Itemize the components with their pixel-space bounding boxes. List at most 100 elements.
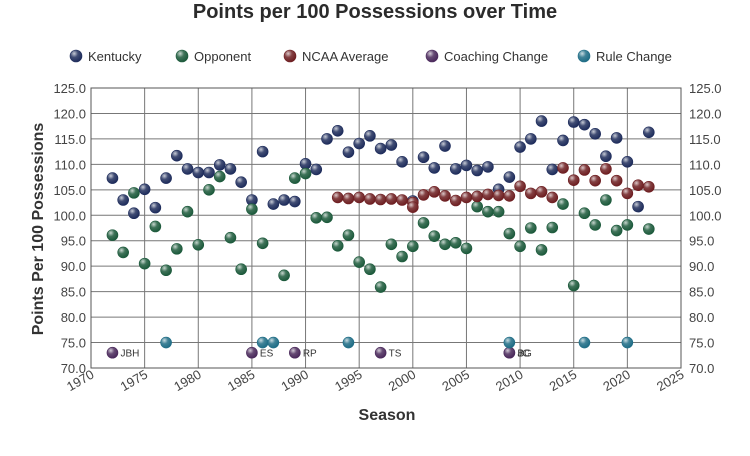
opponent-point bbox=[557, 198, 569, 210]
legend-item-ncaa-average: NCAA Average bbox=[283, 49, 388, 64]
opponent-point bbox=[321, 211, 333, 224]
ncaa-average-point bbox=[632, 179, 644, 192]
kentucky-point bbox=[632, 200, 644, 213]
kentucky-point bbox=[449, 163, 462, 175]
ncaa-average-point bbox=[525, 187, 537, 200]
opponent-point bbox=[600, 194, 612, 206]
x-axis-title: Season bbox=[359, 407, 416, 424]
y-tick-label-left: 75.0 bbox=[61, 336, 86, 351]
kentucky-point bbox=[578, 118, 591, 131]
ncaa-average-point bbox=[567, 174, 580, 186]
kentucky-point bbox=[600, 150, 612, 163]
opponent-point bbox=[342, 229, 355, 241]
ncaa-average-point bbox=[364, 193, 376, 205]
ncaa-average-point bbox=[417, 189, 430, 201]
ncaa-average-point bbox=[492, 189, 505, 202]
coaching-change-label: TS bbox=[389, 349, 402, 360]
kentucky-point bbox=[364, 130, 376, 142]
y-tick-label-right: 80.0 bbox=[689, 310, 714, 325]
rule-change-point bbox=[578, 336, 591, 349]
opponent-point bbox=[374, 281, 387, 293]
kentucky-point bbox=[428, 162, 441, 174]
kentucky-point bbox=[278, 194, 290, 206]
ncaa-average-point bbox=[460, 191, 473, 204]
coaching-change-point bbox=[289, 346, 301, 359]
kentucky-point bbox=[514, 141, 526, 153]
opponent-point bbox=[492, 205, 505, 218]
y-tick-label-right: 120.0 bbox=[689, 106, 722, 121]
kentucky-point bbox=[267, 198, 280, 210]
ncaa-average-point bbox=[546, 191, 559, 204]
opponent-point bbox=[643, 223, 655, 235]
y-tick-label-right: 110.0 bbox=[689, 157, 721, 172]
y-tick-label-left: 105.0 bbox=[53, 183, 86, 198]
ncaa-average-point bbox=[471, 190, 483, 203]
y-tick-label-left: 70.0 bbox=[61, 361, 86, 376]
kentucky-point bbox=[213, 159, 226, 171]
ncaa-average-point bbox=[482, 188, 494, 201]
x-tick-label: 2025 bbox=[654, 367, 687, 394]
legend-label: NCAA Average bbox=[302, 49, 388, 64]
opponent-point bbox=[364, 263, 376, 276]
y-tick-label-left: 80.0 bbox=[61, 310, 86, 325]
opponent-point bbox=[224, 231, 237, 244]
kentucky-point bbox=[589, 128, 601, 140]
kentucky-point bbox=[503, 171, 516, 183]
kentucky-point bbox=[203, 166, 215, 179]
x-tick-label: 1985 bbox=[225, 367, 258, 394]
opponent-point bbox=[299, 167, 312, 180]
kentucky-point bbox=[385, 139, 398, 151]
opponent-point bbox=[407, 240, 419, 253]
y-tick-label-right: 75.0 bbox=[689, 336, 714, 351]
ncaa-average-point bbox=[407, 201, 419, 213]
y-tick-label-left: 100.0 bbox=[53, 208, 86, 223]
ncaa-average-point bbox=[396, 194, 408, 206]
x-tick-label: 2015 bbox=[547, 367, 580, 394]
x-tick-label: 1995 bbox=[332, 367, 365, 394]
kentucky-point bbox=[171, 149, 183, 162]
coaching-change-label: JBH bbox=[120, 349, 139, 360]
coaching-change-label: BG bbox=[517, 349, 532, 360]
opponent-point bbox=[396, 250, 408, 263]
legend-marker bbox=[283, 49, 297, 63]
ncaa-average-point bbox=[514, 180, 526, 193]
coaching-change-label: ES bbox=[260, 349, 274, 360]
coaching-change-point bbox=[503, 346, 516, 359]
opponent-point bbox=[138, 257, 151, 270]
rule-change-point bbox=[160, 336, 172, 349]
opponent-point bbox=[203, 184, 215, 196]
y-tick-label-left: 95.0 bbox=[61, 234, 86, 249]
ncaa-average-point bbox=[643, 180, 655, 193]
kentucky-point bbox=[128, 207, 140, 220]
opponent-point bbox=[353, 256, 365, 268]
kentucky-point bbox=[138, 183, 151, 196]
legend-item-kentucky: Kentucky bbox=[69, 49, 142, 64]
opponent-point bbox=[171, 243, 183, 255]
kentucky-point bbox=[224, 163, 237, 175]
kentucky-point bbox=[396, 156, 408, 168]
ncaa-average-point bbox=[600, 163, 612, 175]
kentucky-point bbox=[610, 132, 623, 144]
x-tick-label: 2020 bbox=[600, 367, 633, 394]
opponent-point bbox=[546, 221, 559, 234]
opponent-point bbox=[514, 240, 526, 253]
coaching-change-label: JC bbox=[517, 349, 529, 360]
y-tick-label-right: 95.0 bbox=[689, 234, 714, 249]
opponent-point bbox=[610, 224, 623, 237]
ncaa-average-point bbox=[449, 194, 462, 207]
y-tick-label-left: 85.0 bbox=[61, 285, 86, 300]
opponent-point bbox=[213, 170, 226, 183]
coaching-change-point bbox=[374, 346, 387, 359]
ncaa-average-point bbox=[342, 192, 355, 205]
y-tick-label-right: 115.0 bbox=[689, 132, 721, 147]
legend-marker bbox=[425, 49, 439, 63]
opponent-point bbox=[289, 172, 301, 184]
legend-label: Coaching Change bbox=[444, 49, 548, 64]
kentucky-point bbox=[256, 145, 269, 158]
y-tick-label-right: 85.0 bbox=[689, 285, 714, 300]
ncaa-average-point bbox=[557, 162, 569, 174]
opponent-point bbox=[417, 217, 430, 229]
opponent-point bbox=[567, 279, 580, 292]
opponent-point bbox=[439, 238, 451, 251]
kentucky-point bbox=[192, 166, 205, 179]
